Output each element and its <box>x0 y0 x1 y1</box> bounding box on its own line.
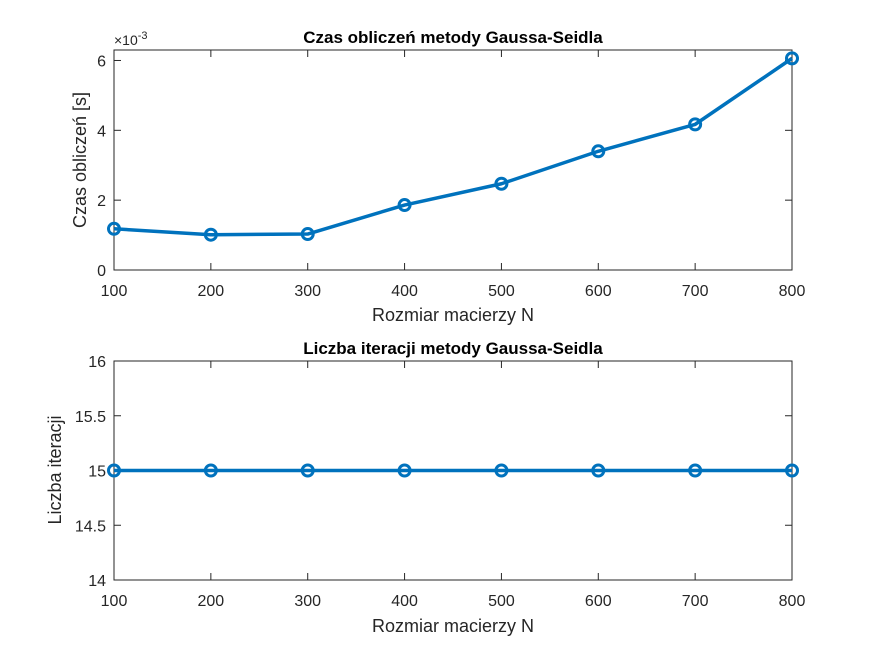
chart-title-2: Liczba iteracji metody Gaussa-Seidla <box>303 339 603 358</box>
data-point <box>300 227 315 242</box>
x-tick-label: 500 <box>488 283 515 300</box>
y-tick-label: 15 <box>88 464 106 481</box>
y-tick-label: 15.5 <box>75 409 106 426</box>
x-axis-label-1: Rozmiar macierzy N <box>372 305 534 325</box>
subplot-computation-time: Czas obliczeń metody Gaussa-Seidla ×10-3… <box>70 28 805 325</box>
series-line <box>113 56 793 237</box>
data-point <box>591 463 606 478</box>
ticks-2: 100 200 300 400 500 600 700 800 14 14.5 15 15.5 16 <box>75 354 806 610</box>
y-exponent-base-1: ×10 <box>114 32 138 48</box>
x-tick-label: 300 <box>294 593 321 610</box>
x-tick-label: 800 <box>779 283 806 300</box>
y-tick-label: 14 <box>88 573 106 590</box>
ticks-1: 100 200 300 400 500 600 700 800 0 2 4 6 <box>97 50 805 300</box>
x-tick-label: 500 <box>488 593 515 610</box>
y-tick-label: 0 <box>97 263 106 280</box>
x-tick-label: 600 <box>585 283 612 300</box>
data-point <box>397 198 412 213</box>
x-tick-label: 800 <box>779 593 806 610</box>
y-exponent-power-1: -3 <box>138 30 148 42</box>
y-tick-label: 4 <box>97 123 106 140</box>
y-tick-label: 2 <box>97 193 106 210</box>
series-computation-time <box>107 51 799 242</box>
x-tick-label: 400 <box>391 283 418 300</box>
x-tick-label: 400 <box>391 593 418 610</box>
data-point <box>785 51 799 66</box>
x-tick-label: 100 <box>101 283 128 300</box>
data-point <box>107 221 121 236</box>
axes-box-1 <box>113 49 793 271</box>
x-tick-label: 600 <box>585 593 612 610</box>
data-point <box>494 463 509 478</box>
data-point <box>397 463 412 478</box>
subplot-iteration-count: Liczba iteracji metody Gaussa-Seidla Roz… <box>45 339 805 636</box>
x-tick-label: 200 <box>198 283 225 300</box>
data-point <box>107 463 121 478</box>
y-axis-label-2: Liczba iteracji <box>45 415 65 524</box>
data-point <box>591 144 606 159</box>
data-point <box>203 463 218 478</box>
y-exponent-1: ×10-3 <box>114 30 148 48</box>
x-tick-label: 700 <box>682 283 709 300</box>
y-tick-label: 16 <box>88 354 106 371</box>
series-iteration-count <box>107 463 799 478</box>
y-tick-label: 6 <box>97 53 106 70</box>
y-axis-label-1: Czas obliczeń [s] <box>70 92 90 228</box>
x-tick-label: 100 <box>101 593 128 610</box>
data-point <box>203 227 218 242</box>
chart-title-1: Czas obliczeń metody Gaussa-Seidla <box>303 28 603 47</box>
y-tick-label: 14.5 <box>75 518 106 535</box>
x-tick-label: 200 <box>198 593 225 610</box>
x-tick-label: 700 <box>682 593 709 610</box>
data-point <box>688 463 703 478</box>
x-axis-label-2: Rozmiar macierzy N <box>372 616 534 636</box>
data-point <box>494 176 509 191</box>
data-point <box>785 463 799 478</box>
data-point <box>688 117 703 132</box>
data-point <box>300 463 315 478</box>
x-tick-label: 300 <box>294 283 321 300</box>
